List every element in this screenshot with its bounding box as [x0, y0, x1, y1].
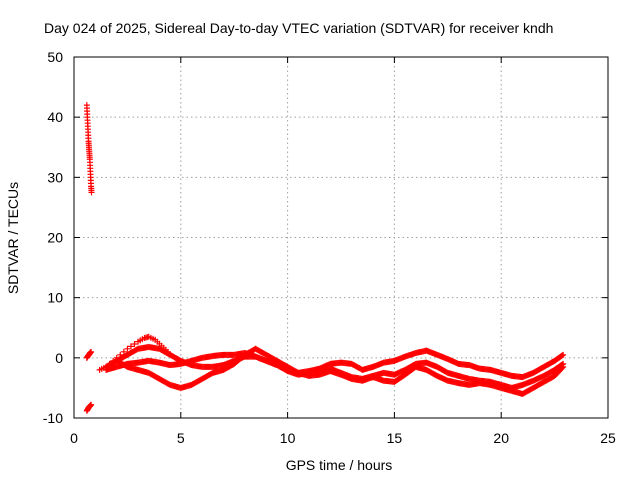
- data-point: [124, 345, 131, 352]
- x-tick-label: 25: [600, 430, 616, 446]
- x-axis-label: GPS time / hours: [286, 457, 393, 473]
- series-early-spike: [83, 102, 95, 196]
- x-tick-label: 15: [387, 430, 403, 446]
- data-point: [127, 343, 134, 350]
- y-axis-label: SDTVAR / TECUs: [5, 182, 21, 294]
- data-point: [88, 348, 95, 355]
- data-points: [83, 102, 567, 414]
- data-point: [131, 340, 138, 347]
- y-tick-label: -10: [43, 410, 63, 426]
- y-tick-label: 30: [47, 169, 63, 185]
- data-point: [559, 352, 566, 359]
- data-point: [560, 351, 567, 358]
- axis-ticks: 0 5 10 15 20 25 -10 0 10 20 30 40 50: [43, 49, 616, 446]
- x-tick-label: 5: [177, 430, 185, 446]
- y-tick-label: 10: [47, 290, 63, 306]
- series-track-c: [103, 344, 567, 391]
- data-point: [559, 364, 566, 371]
- grid: [74, 57, 608, 418]
- data-point: [88, 189, 95, 196]
- series-early-zero: [83, 348, 95, 361]
- x-tick-label: 20: [493, 430, 509, 446]
- y-tick-label: 40: [47, 109, 63, 125]
- series-early-negative: [83, 401, 95, 414]
- data-point: [560, 363, 567, 370]
- chart-title: Day 024 of 2025, Sidereal Day-to-day VTE…: [44, 20, 553, 36]
- x-tick-label: 10: [280, 430, 296, 446]
- y-tick-label: 20: [47, 230, 63, 246]
- y-tick-label: 0: [55, 350, 63, 366]
- y-tick-label: 50: [47, 49, 63, 65]
- x-tick-label: 0: [70, 430, 78, 446]
- data-point: [88, 401, 95, 408]
- series-track-d: [113, 345, 567, 397]
